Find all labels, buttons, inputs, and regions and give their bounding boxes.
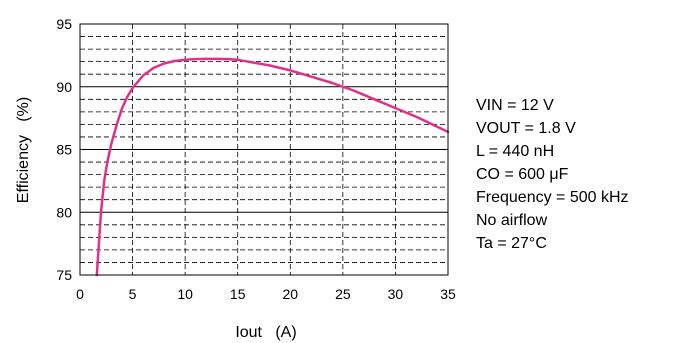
- condition-vin: VIN = 12 V: [476, 97, 554, 114]
- x-tick-label: 20: [282, 286, 298, 302]
- condition-airflow: No airflow: [476, 212, 548, 229]
- x-tick-label: 10: [177, 286, 193, 302]
- y-tick-label: 75: [56, 267, 72, 283]
- y-tick-label: 90: [56, 79, 72, 95]
- y-axis-label: Efficiency (%): [15, 97, 32, 203]
- x-tick-label: 0: [76, 286, 84, 302]
- y-tick-label: 80: [56, 204, 72, 220]
- x-tick-label: 35: [440, 286, 456, 302]
- condition-ambient-temp: Ta = 27°C: [476, 235, 547, 252]
- y-tick-labels: 75 80 85 90 95: [56, 16, 72, 283]
- plot-border: [79, 23, 449, 276]
- x-tick-label: 15: [230, 286, 246, 302]
- condition-frequency: Frequency = 500 kHz: [476, 189, 629, 206]
- x-tick-label: 30: [388, 286, 404, 302]
- y-tick-label: 85: [56, 142, 72, 158]
- condition-output-capacitance: CO = 600 μF: [476, 166, 569, 183]
- x-tick-label: 25: [335, 286, 351, 302]
- plot-frame: [79, 23, 449, 276]
- condition-inductance: L = 440 nH: [476, 143, 555, 160]
- y-tick-label: 95: [56, 16, 72, 32]
- condition-vout: VOUT = 1.8 V: [476, 120, 576, 137]
- x-tick-labels: 0 5 10 15 20 25 30 35: [76, 286, 456, 302]
- efficiency-line: [95, 57, 450, 277]
- efficiency-curve: [95, 57, 450, 277]
- x-tick-label: 5: [129, 286, 137, 302]
- x-axis-label: Iout (A): [235, 324, 296, 341]
- test-conditions: VIN = 12 V VOUT = 1.8 V L = 440 nH CO = …: [476, 94, 629, 255]
- grid: [80, 23, 448, 276]
